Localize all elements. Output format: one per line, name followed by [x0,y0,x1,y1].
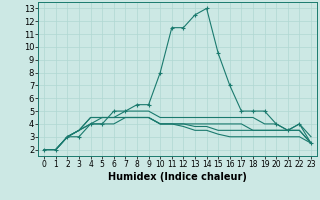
X-axis label: Humidex (Indice chaleur): Humidex (Indice chaleur) [108,172,247,182]
